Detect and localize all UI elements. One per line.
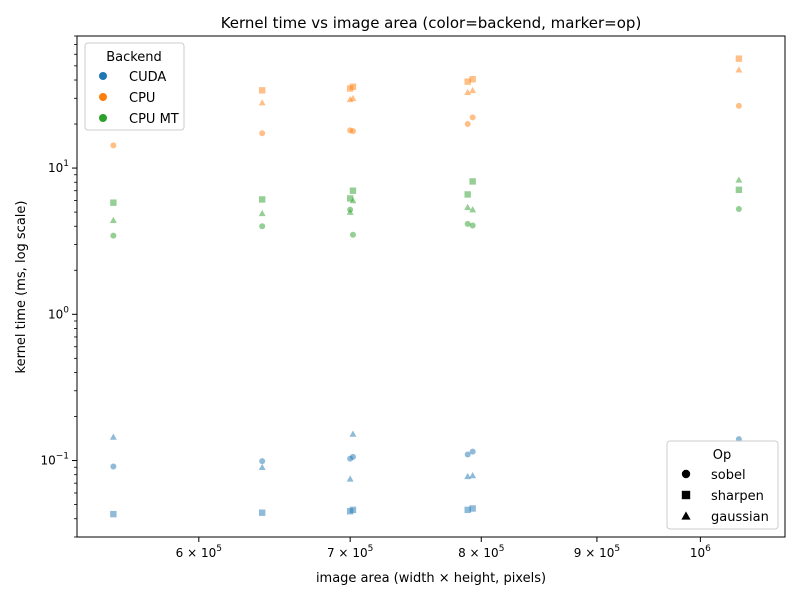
point-cpu-sharpen (464, 78, 471, 85)
legend-backend-label: CUDA (129, 70, 166, 85)
point-cpu-mt-gaussian (109, 216, 117, 223)
legend-backend-title: Backend (106, 50, 162, 65)
point-cuda-gaussian (464, 472, 472, 480)
legend-op-label: gaussian (711, 510, 769, 525)
point-cuda-sobel (349, 453, 356, 460)
point-cpu-mt-gaussian (346, 208, 354, 215)
point-cpu-mt-sharpen (469, 178, 476, 185)
legend-backend-marker (99, 114, 107, 122)
point-cpu-mt-gaussian (464, 203, 472, 210)
point-cpu-sharpen (349, 83, 357, 90)
point-cpu-mt-sharpen (349, 187, 357, 194)
x-tick-label: 9 × 105 (574, 544, 620, 560)
plot-frame (76, 35, 786, 538)
point-cuda-sobel (110, 463, 117, 470)
legend-backend: Backend CUDA CPU CPU MT (84, 42, 185, 131)
point-cpu-gaussian (735, 66, 743, 73)
x-tick-label: 6 × 105 (176, 544, 222, 560)
point-cpu-gaussian (258, 99, 266, 106)
y-tick-label: 10−1 (40, 452, 69, 468)
point-cuda-gaussian (469, 472, 477, 479)
point-cpu-mt-sharpen (258, 196, 266, 203)
point-cpu-sobel (469, 114, 476, 121)
point-cpu-sobel (110, 142, 117, 149)
point-cpu-sobel (349, 128, 356, 135)
point-cpu-mt-sobel (349, 231, 356, 238)
chart-title: Kernel time vs image area (color=backend… (221, 14, 642, 32)
point-cuda-sobel (259, 458, 266, 465)
point-cpu-sobel (735, 102, 742, 109)
x-axis-label: image area (width × height, pixels) (316, 571, 546, 586)
point-cuda-sharpen (349, 506, 357, 514)
legend-backend-marker (99, 72, 107, 80)
point-cpu-sharpen (735, 55, 743, 62)
point-cpu-mt-sharpen (110, 199, 117, 206)
point-cpu-mt-sharpen (464, 191, 471, 198)
legend-op-marker (681, 490, 691, 500)
point-cpu-mt-gaussian (258, 209, 266, 217)
y-tick-label: 101 (48, 159, 69, 175)
y-axis: 10−1 100 101 (40, 35, 77, 538)
point-cpu-mt-sobel (259, 223, 266, 230)
point-cuda-sobel (464, 451, 471, 458)
point-cpu-sharpen (469, 76, 476, 83)
legend-op-title: Op (713, 448, 731, 463)
point-cuda-sharpen (258, 509, 266, 516)
point-cuda-gaussian (109, 433, 117, 440)
point-cuda-gaussian (346, 475, 354, 482)
x-axis: 6 × 105 7 × 105 8 × 105 9 × 105 106 (176, 537, 711, 560)
x-tick-label: 8 × 105 (458, 544, 504, 560)
point-cuda-sharpen (110, 510, 117, 518)
point-cpu-mt-gaussian (469, 206, 477, 213)
point-cpu-mt-sobel (469, 222, 476, 229)
point-cpu-sobel (259, 130, 266, 137)
legend-op-marker (681, 469, 691, 479)
point-cuda-sharpen (464, 506, 471, 514)
point-cpu-gaussian (464, 88, 472, 95)
y-tick-label: 100 (48, 305, 69, 321)
legend-op-marker (681, 511, 691, 520)
point-cuda-sharpen (469, 505, 476, 512)
x-tick-label: 7 × 105 (327, 544, 373, 560)
data-points (109, 55, 743, 518)
y-axis-label: kernel time (ms, log scale) (14, 201, 29, 374)
point-cpu-mt-sobel (464, 220, 471, 227)
point-cpu-gaussian (349, 94, 357, 102)
point-cuda-gaussian (349, 430, 357, 437)
point-cpu-mt-sharpen (735, 186, 743, 194)
x-tick-label: 106 (690, 544, 711, 560)
point-cpu-sobel (464, 121, 471, 128)
point-cpu-mt-sobel (735, 205, 742, 212)
point-cpu-mt-gaussian (349, 197, 357, 204)
point-cpu-sharpen (258, 87, 266, 94)
legend-op-label: sobel (711, 468, 746, 483)
point-cuda-gaussian (258, 463, 266, 470)
point-cuda-sobel (469, 448, 476, 455)
point-cpu-mt-gaussian (735, 176, 743, 183)
legend-op-label: sharpen (711, 489, 764, 504)
point-cpu-gaussian (469, 86, 477, 94)
point-cpu-mt-sobel (110, 232, 117, 239)
legend-op: Op sobel sharpen gaussian (666, 440, 779, 530)
legend-backend-marker (99, 93, 107, 101)
point-cpu-mt-sharpen (346, 195, 354, 202)
legend-backend-label: CPU MT (129, 112, 179, 127)
legend-backend-label: CPU (129, 91, 155, 106)
